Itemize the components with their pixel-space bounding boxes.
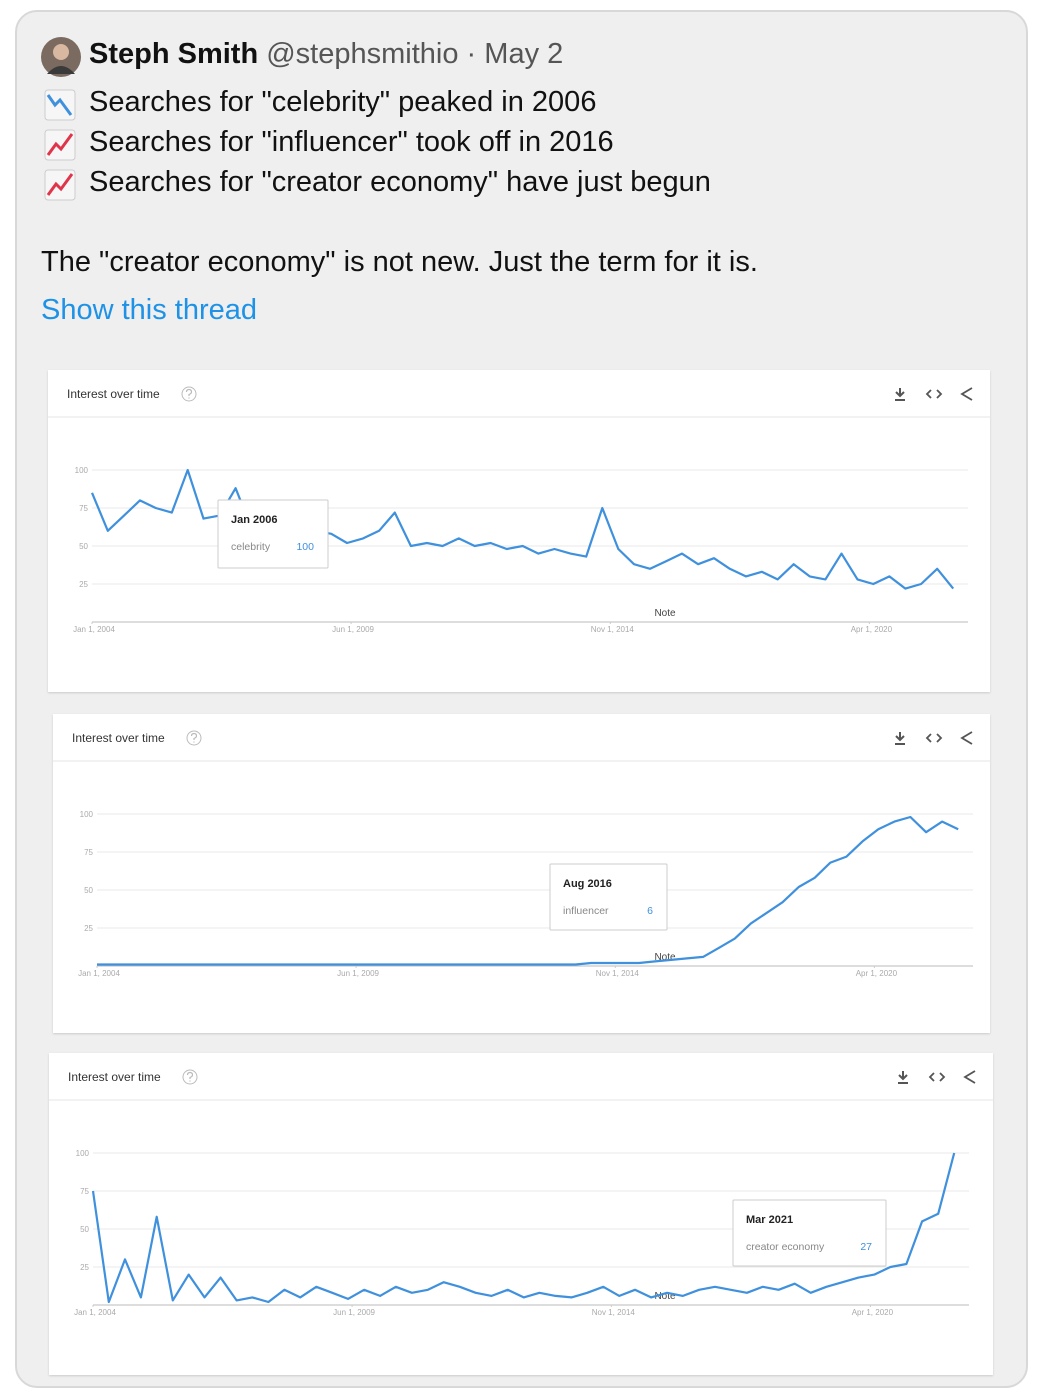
help-icon[interactable] xyxy=(181,386,197,402)
y-tick-label: 75 xyxy=(84,848,93,857)
tooltip-value: 100 xyxy=(296,541,314,553)
x-tick-label: Jan 1, 2004 xyxy=(74,1308,116,1317)
y-tick-label: 100 xyxy=(80,810,94,819)
tooltip-term: creator economy xyxy=(746,1241,825,1253)
x-tick-label: Apr 1, 2020 xyxy=(852,1308,894,1317)
y-tick-label: 50 xyxy=(79,542,88,551)
emoji-chart-down xyxy=(44,89,76,121)
show-thread-link[interactable]: Show this thread xyxy=(41,294,258,326)
chart: Interest over time 25 50 75 100 Jan 1, 2004 Ju… xyxy=(53,730,990,978)
y-tick-label: 25 xyxy=(84,924,93,933)
tooltip-date: Mar 2021 xyxy=(746,1214,793,1226)
trends-panel: Interest over time 25 50 75 100 Jan 1, 2004 Ju… xyxy=(49,1053,993,1375)
tweet-line: Searches for "celebrity" peaked in 2006 xyxy=(89,86,597,118)
chart-title: Interest over time xyxy=(68,1070,161,1084)
trend-line xyxy=(91,1152,956,1304)
embed-icon[interactable] xyxy=(925,733,943,743)
x-tick-label: Apr 1, 2020 xyxy=(856,969,898,978)
tooltip-box xyxy=(549,863,668,931)
tooltip: Mar 2021 creator economy 27 xyxy=(732,1199,887,1267)
x-tick-label: Nov 1, 2014 xyxy=(592,1308,636,1317)
tooltip-value: 27 xyxy=(860,1241,872,1253)
author-handle[interactable]: @stephsmithio xyxy=(266,38,459,70)
tweet-line: Searches for "creator economy" have just… xyxy=(89,166,711,198)
tweet-line: Searches for "influencer" took off in 20… xyxy=(89,126,614,158)
x-tick-label: Jan 1, 2004 xyxy=(73,625,115,634)
emoji-chart-up xyxy=(44,129,76,161)
note-label: Note xyxy=(654,952,676,963)
tooltip-date: Jan 2006 xyxy=(231,514,277,526)
tooltip-box xyxy=(217,499,329,569)
chart: Interest over time 25 50 75 100 Jan 1, 2004 Ju… xyxy=(49,1069,993,1317)
tooltip: Aug 2016 influencer 6 xyxy=(549,863,668,931)
tooltip: Jan 2006 celebrity 100 xyxy=(217,499,329,569)
emoji-chart-up xyxy=(44,169,76,201)
trend-line xyxy=(97,815,959,966)
author-row: Steph Smith @stephsmithio · May 2 xyxy=(89,38,563,71)
x-tick-label: Apr 1, 2020 xyxy=(851,625,893,634)
tooltip-term: influencer xyxy=(563,905,609,917)
share-icon[interactable] xyxy=(963,1070,976,1084)
separator: · xyxy=(466,38,477,70)
share-icon[interactable] xyxy=(960,387,973,401)
download-icon[interactable] xyxy=(895,732,905,745)
trend-line xyxy=(90,468,955,590)
avatar[interactable] xyxy=(40,36,82,78)
author-name[interactable]: Steph Smith xyxy=(89,38,259,70)
x-tick-label: Jun 1, 2009 xyxy=(337,969,379,978)
y-tick-label: 100 xyxy=(76,1149,90,1158)
y-tick-label: 25 xyxy=(80,1263,89,1272)
download-icon[interactable] xyxy=(895,388,905,401)
help-icon[interactable] xyxy=(182,1069,198,1085)
embed-icon[interactable] xyxy=(925,389,943,399)
help-icon[interactable] xyxy=(186,730,202,746)
x-tick-label: Nov 1, 2014 xyxy=(596,969,640,978)
note-label: Note xyxy=(654,1291,676,1302)
tooltip-date: Aug 2016 xyxy=(563,878,612,890)
tweet-date[interactable]: May 2 xyxy=(484,38,564,70)
tweet-body: The "creator economy" is not new. Just t… xyxy=(41,246,758,278)
download-icon[interactable] xyxy=(898,1071,908,1084)
help-glyph xyxy=(185,388,193,399)
tooltip-box xyxy=(732,1199,887,1267)
chart-title: Interest over time xyxy=(72,731,165,745)
x-tick-label: Jun 1, 2009 xyxy=(333,1308,375,1317)
embed-icon[interactable] xyxy=(928,1072,946,1082)
help-glyph xyxy=(190,732,198,743)
tooltip-term: celebrity xyxy=(231,541,271,553)
trends-panel: Interest over time 25 50 75 100 Jan 1, 2004 Ju… xyxy=(53,714,990,1033)
y-tick-label: 25 xyxy=(79,580,88,589)
trends-panel: Interest over time 25 50 75 100 Jan 1, 2004 Ju… xyxy=(48,370,990,692)
help-glyph xyxy=(186,1071,194,1082)
y-tick-label: 75 xyxy=(79,504,88,513)
x-tick-label: Jan 1, 2004 xyxy=(78,969,120,978)
x-tick-label: Nov 1, 2014 xyxy=(591,625,635,634)
chart: Interest over time 25 50 75 100 Jan 1, 2004 Ju… xyxy=(48,386,990,634)
share-icon[interactable] xyxy=(960,731,973,745)
chart-title: Interest over time xyxy=(67,387,160,401)
y-tick-label: 50 xyxy=(80,1225,89,1234)
y-tick-label: 50 xyxy=(84,886,93,895)
x-tick-label: Jun 1, 2009 xyxy=(332,625,374,634)
tooltip-value: 6 xyxy=(647,905,653,917)
y-tick-label: 100 xyxy=(75,466,89,475)
note-label: Note xyxy=(654,608,676,619)
y-tick-label: 75 xyxy=(80,1187,89,1196)
